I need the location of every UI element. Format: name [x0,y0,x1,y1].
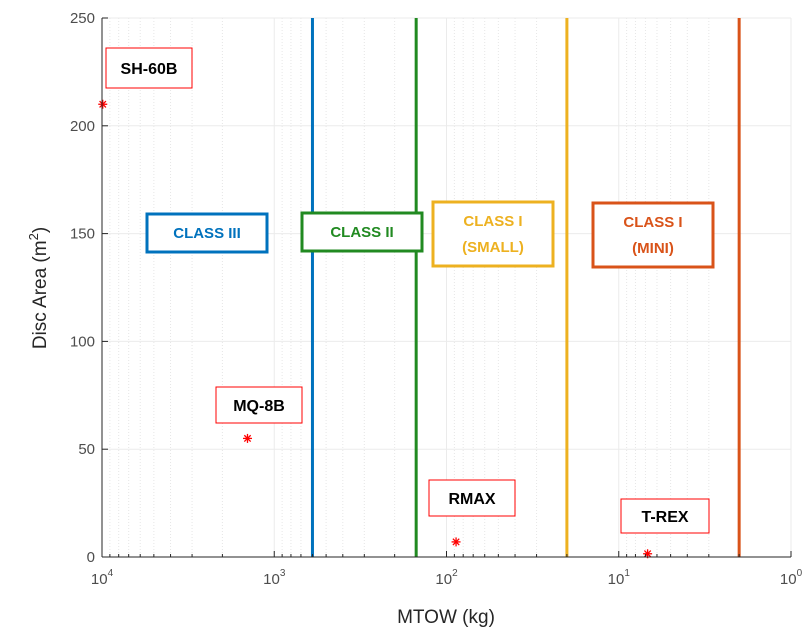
y-tick-label: 200 [70,118,95,135]
data-points [98,99,653,559]
axes [101,17,792,558]
x-axis-title: MTOW (kg) [397,607,495,628]
aircraft-label-box [620,498,710,534]
class-label-box [431,200,555,268]
aircraft-label-box [215,386,303,424]
aircraft-label-t-rex: T-REX [641,509,688,526]
x-tick-label: 104 [91,568,114,588]
x-tick-label: 100 [780,568,803,588]
aircraft-label-sh-60b: SH-60B [121,61,178,78]
y-axis-title: Disc Area (m2) [26,227,51,349]
class-label-text: CLASS III [173,225,241,242]
class-label-text: CLASS I [623,214,682,231]
x-tick-label: 102 [435,568,458,588]
aircraft-label-mq-8b: MQ-8B [233,398,285,415]
x-tick-label: 101 [608,568,631,588]
aircraft-label-rmax: RMAX [448,491,495,508]
data-point-sh-60b [98,99,108,109]
grid [101,17,792,558]
annotation-labels: SH-60B MQ-8B RMAX T-REX CLASS III CLASS II CLA… [105,47,715,534]
data-point-mq-8b [242,433,252,443]
data-point-rmax [451,537,461,547]
class-label-box [145,212,269,254]
x-tick-label: 103 [263,568,286,588]
aircraft-label-box [428,479,516,517]
y-tick-label: 50 [78,441,95,458]
y-tick-label: 0 [87,549,95,566]
aircraft-label-box [105,47,193,89]
class-boundary-lines [310,18,741,557]
y-tick-label: 250 [70,10,95,27]
class-label-text: CLASS I [463,213,522,230]
y-tick-label: 150 [70,226,95,243]
class-label-text: CLASS II [330,224,393,241]
class-label-text: (SMALL) [462,239,524,256]
tick-labels: 104 103 102 101 100 0 50 100 150 200 250 [70,10,803,588]
class-label-text: (MINI) [632,240,674,257]
class-label-box [591,201,715,269]
y-tick-label: 100 [70,333,95,350]
class-label-box [300,211,424,253]
